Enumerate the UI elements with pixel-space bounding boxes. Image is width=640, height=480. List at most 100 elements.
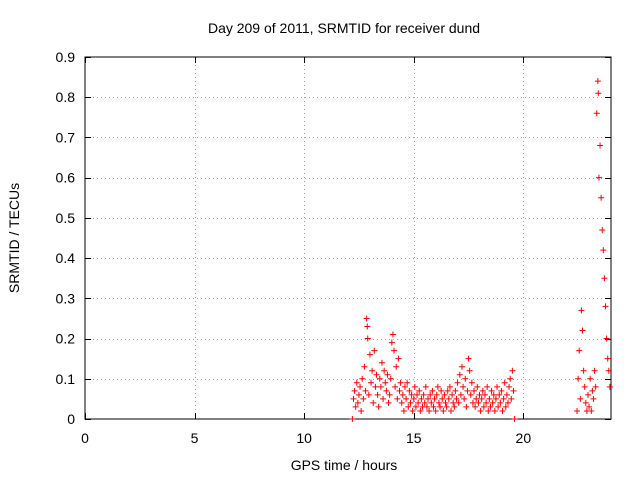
data-point	[449, 391, 456, 398]
data-point	[420, 391, 427, 398]
data-point	[358, 407, 365, 414]
data-point	[497, 399, 504, 406]
data-point	[442, 399, 449, 406]
data-point	[453, 395, 460, 402]
data-point	[381, 367, 388, 374]
data-point	[349, 416, 356, 422]
data-point	[602, 303, 609, 310]
data-point	[478, 395, 485, 402]
y-tick-label: 0.8	[56, 89, 76, 105]
data-point	[369, 367, 376, 374]
data-point	[362, 387, 369, 394]
data-point	[475, 399, 482, 406]
y-tick-label: 0.7	[56, 129, 76, 145]
data-point	[590, 395, 597, 402]
data-point	[354, 399, 361, 406]
data-point	[427, 391, 434, 398]
y-axis-label: SRMTID / TECUs	[6, 183, 22, 293]
data-point	[438, 387, 445, 394]
data-point	[355, 391, 362, 398]
data-point	[485, 407, 492, 414]
data-point	[433, 391, 440, 398]
data-point	[471, 387, 478, 394]
data-point	[477, 407, 484, 414]
data-point	[353, 379, 360, 386]
data-point	[440, 407, 447, 414]
data-point	[373, 371, 380, 378]
data-point	[601, 275, 608, 282]
data-point	[351, 387, 358, 394]
data-point	[361, 363, 368, 370]
data-point	[510, 387, 517, 394]
data-point	[574, 407, 581, 414]
data-point	[398, 399, 405, 406]
data-point	[407, 399, 414, 406]
data-point	[595, 174, 602, 181]
data-point	[594, 78, 601, 85]
data-point	[401, 383, 408, 390]
y-tick-label: 0.4	[56, 250, 76, 266]
data-point	[474, 383, 481, 390]
data-point	[494, 383, 501, 390]
data-point	[466, 367, 473, 374]
data-point	[589, 387, 596, 394]
data-point	[499, 407, 506, 414]
data-point	[435, 399, 442, 406]
data-point	[408, 391, 415, 398]
data-point	[417, 407, 424, 414]
data-point	[374, 391, 381, 398]
data-point	[580, 367, 587, 374]
data-point	[360, 395, 367, 402]
data-point	[383, 387, 390, 394]
data-point	[458, 363, 465, 370]
data-point	[460, 383, 467, 390]
data-point	[502, 403, 509, 410]
data-point	[576, 347, 583, 354]
data-point	[430, 403, 437, 410]
y-tick-label: 0.2	[56, 331, 76, 347]
data-point	[393, 363, 400, 370]
data-point	[578, 307, 585, 314]
data-point	[365, 391, 372, 398]
data-point	[446, 383, 453, 390]
data-point	[418, 395, 425, 402]
data-point	[599, 226, 606, 233]
data-point	[476, 391, 483, 398]
data-point	[414, 391, 421, 398]
data-point	[426, 407, 433, 414]
data-point	[387, 375, 394, 382]
data-point	[579, 327, 586, 334]
data-point	[491, 407, 498, 414]
data-point	[472, 403, 479, 410]
data-point	[479, 387, 486, 394]
data-point	[488, 387, 495, 394]
y-tick-label: 0.6	[56, 170, 76, 186]
data-point	[490, 391, 497, 398]
x-tick-label: 10	[296, 430, 312, 446]
data-point	[506, 383, 513, 390]
y-tick-label: 0.3	[56, 290, 76, 306]
data-point	[469, 399, 476, 406]
data-point	[441, 391, 448, 398]
data-point	[416, 387, 423, 394]
data-point	[421, 399, 428, 406]
data-point	[443, 403, 450, 410]
data-point	[364, 323, 371, 330]
data-point	[503, 391, 510, 398]
data-point	[404, 379, 411, 386]
data-point	[575, 375, 582, 382]
data-point	[434, 383, 441, 390]
x-tick-label: 20	[516, 430, 532, 446]
data-point	[468, 379, 475, 386]
data-point	[382, 379, 389, 386]
data-point	[473, 395, 480, 402]
data-point	[412, 403, 419, 410]
data-point	[375, 403, 382, 410]
data-point	[394, 395, 401, 402]
data-point	[406, 387, 413, 394]
data-point	[605, 367, 612, 374]
data-point	[504, 399, 511, 406]
y-tick-label: 0	[67, 411, 75, 427]
data-point	[461, 395, 468, 402]
